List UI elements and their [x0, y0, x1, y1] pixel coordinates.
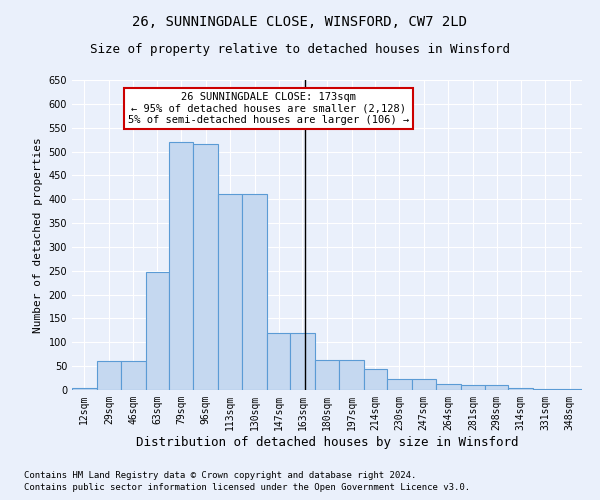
Bar — [121, 362, 146, 390]
Bar — [412, 379, 436, 390]
Bar — [290, 333, 315, 390]
Y-axis label: Number of detached properties: Number of detached properties — [33, 137, 43, 333]
Bar — [146, 272, 169, 390]
Text: Size of property relative to detached houses in Winsford: Size of property relative to detached ho… — [90, 42, 510, 56]
Bar — [315, 360, 339, 390]
Text: Contains public sector information licensed under the Open Government Licence v3: Contains public sector information licen… — [24, 484, 470, 492]
Bar — [339, 360, 364, 390]
Bar — [72, 388, 97, 390]
Bar — [533, 389, 557, 390]
Bar — [97, 362, 121, 390]
Bar — [364, 368, 387, 390]
Bar — [242, 194, 267, 390]
Text: Contains HM Land Registry data © Crown copyright and database right 2024.: Contains HM Land Registry data © Crown c… — [24, 471, 416, 480]
Bar — [193, 144, 218, 390]
Bar — [461, 385, 485, 390]
Bar — [436, 384, 461, 390]
Bar — [485, 385, 508, 390]
Text: 26, SUNNINGDALE CLOSE, WINSFORD, CW7 2LD: 26, SUNNINGDALE CLOSE, WINSFORD, CW7 2LD — [133, 15, 467, 29]
Bar — [387, 379, 412, 390]
Bar — [508, 388, 533, 390]
Bar — [267, 333, 290, 390]
Bar — [218, 194, 242, 390]
Bar — [169, 142, 193, 390]
Bar — [557, 389, 582, 390]
X-axis label: Distribution of detached houses by size in Winsford: Distribution of detached houses by size … — [136, 436, 518, 448]
Text: 26 SUNNINGDALE CLOSE: 173sqm
← 95% of detached houses are smaller (2,128)
5% of : 26 SUNNINGDALE CLOSE: 173sqm ← 95% of de… — [128, 92, 409, 125]
